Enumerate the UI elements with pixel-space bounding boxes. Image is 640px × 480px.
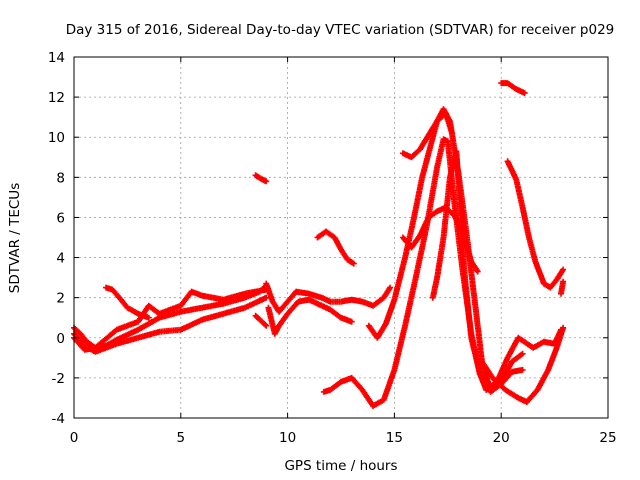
- y-axis-label: SDTVAR / TECUs: [7, 183, 23, 293]
- axis-ticks: 0 5 10 15 20 25 -4 -2 0 2 4 6 8 10 12 14: [48, 50, 617, 446]
- y-tick-label: 2: [56, 291, 65, 307]
- plot-frame: [73, 56, 609, 419]
- series-track-17: [558, 278, 567, 297]
- x-axis-label: GPS time / hours: [284, 458, 397, 474]
- y-tick-label: 6: [56, 210, 65, 226]
- x-tick-label: 0: [70, 430, 79, 446]
- x-tick-label: 20: [493, 430, 510, 446]
- y-tick-label: 4: [56, 251, 65, 267]
- chart-title: Day 315 of 2016, Sidereal Day-to-day VTE…: [66, 22, 615, 38]
- series-track-13: [429, 148, 526, 395]
- x-tick-label: 10: [279, 430, 296, 446]
- y-tick-label: -2: [52, 371, 65, 387]
- y-tick-label: 10: [48, 130, 65, 146]
- y-tick-label: 8: [56, 170, 65, 186]
- series-track-4: [103, 284, 152, 321]
- series-track-6: [252, 172, 270, 185]
- x-tick-label: 5: [177, 430, 186, 446]
- y-tick-label: 12: [48, 90, 65, 106]
- y-tick-label: 0: [56, 331, 65, 347]
- y-tick-label: 14: [48, 50, 65, 66]
- series-track-11: [365, 106, 526, 393]
- series-track-3: [71, 286, 270, 353]
- series-track-15: [479, 324, 567, 405]
- series-track-9: [314, 228, 357, 267]
- series-track-5: [252, 312, 270, 329]
- series-track-10: [320, 136, 564, 409]
- series-track-8: [265, 296, 355, 337]
- data-series: [71, 80, 567, 409]
- series-track-14: [399, 110, 456, 161]
- x-tick-label: 15: [386, 430, 403, 446]
- series-track-7: [263, 280, 394, 315]
- y-tick-label: -4: [52, 411, 65, 427]
- series-track-18: [498, 80, 528, 97]
- series-track-16: [504, 158, 567, 291]
- x-tick-label: 25: [599, 430, 616, 446]
